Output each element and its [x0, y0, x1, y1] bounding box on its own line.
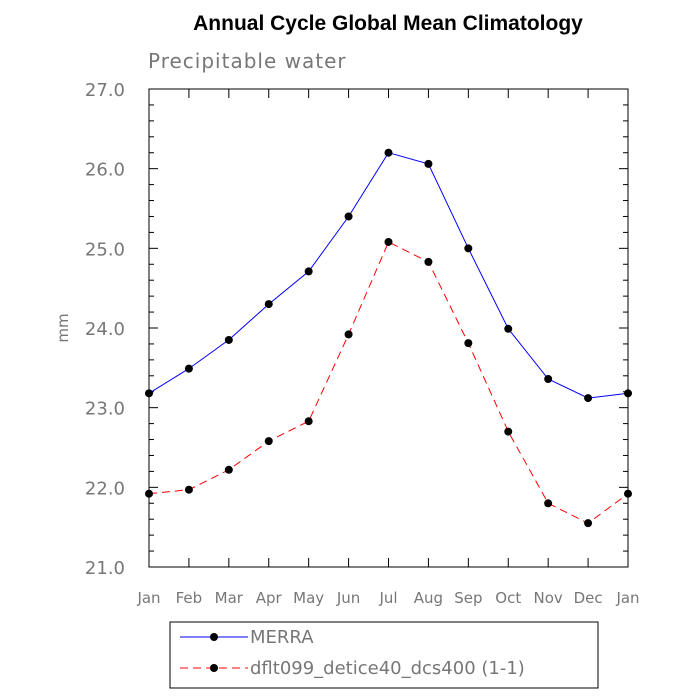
legend-label-merra: MERRA [250, 627, 314, 648]
data-point [384, 237, 393, 246]
legend-box [169, 621, 599, 689]
legend-item-dflt: dflt099_detice40_dcs400 (1-1) [180, 658, 525, 679]
data-point [624, 389, 632, 398]
y-tick-label: 24.0 [85, 319, 125, 340]
data-point [584, 519, 593, 528]
chart-title: Annual Cycle Global Mean Climatology [193, 12, 583, 35]
y-tick-label: 23.0 [85, 399, 125, 420]
data-point [424, 159, 433, 168]
x-tick-labels: Jan Feb Mar Apr May Jun Jul Aug Sep Oct Nov Dec Jan [136, 589, 639, 607]
y-tick-label: 26.0 [85, 160, 125, 181]
y-tick-label: 21.0 [85, 558, 125, 579]
data-point [264, 437, 273, 446]
x-tick-label: Jan [615, 589, 639, 607]
data-point [304, 267, 313, 276]
data-point [464, 244, 473, 253]
x-tick-label: Sep [454, 589, 482, 607]
legend-marker-merra [210, 633, 218, 641]
data-point [504, 324, 513, 333]
data-point [184, 485, 193, 494]
data-point [145, 489, 153, 498]
legend-label-dflt: dflt099_detice40_dcs400 (1-1) [250, 658, 525, 679]
x-tick-label: Jul [378, 589, 397, 607]
x-tick-label: Oct [495, 589, 521, 607]
series-group [145, 148, 632, 528]
data-point [584, 394, 593, 403]
y-tick-labels: 21.0 22.0 23.0 24.0 25.0 26.0 27.0 [85, 80, 125, 579]
y-axis-label: mm [54, 313, 72, 342]
data-point [544, 499, 553, 508]
legend-item-merra: MERRA [180, 627, 314, 648]
x-tick-label: Mar [215, 589, 244, 607]
data-point [464, 339, 473, 348]
data-point [424, 257, 433, 266]
data-point [224, 465, 233, 474]
plot-frame [148, 88, 629, 568]
x-tick-label: Nov [534, 589, 563, 607]
y-tick-label: 25.0 [85, 239, 125, 260]
data-point [624, 489, 632, 498]
x-tick-label: Dec [574, 589, 603, 607]
data-point [544, 374, 553, 383]
data-point [344, 212, 353, 221]
data-point [224, 335, 233, 344]
axis-ticks [148, 88, 629, 568]
chart-subtitle: Precipitable water [148, 49, 347, 73]
x-tick-label: Feb [176, 589, 203, 607]
y-tick-label: 27.0 [85, 80, 125, 101]
data-point [264, 300, 273, 309]
series-line-0 [148, 152, 629, 399]
data-point [504, 427, 513, 436]
legend-marker-dflt [210, 664, 218, 672]
data-point [304, 417, 313, 426]
y-tick-label: 22.0 [85, 478, 125, 499]
x-tick-label: Apr [256, 589, 283, 607]
data-point [344, 330, 353, 339]
x-tick-label: Jun [336, 589, 360, 607]
data-point [184, 364, 193, 373]
data-point [145, 389, 153, 398]
x-tick-label: Aug [414, 589, 443, 607]
x-tick-label: Jan [136, 589, 160, 607]
data-point [384, 148, 393, 157]
x-tick-label: May [293, 589, 324, 607]
